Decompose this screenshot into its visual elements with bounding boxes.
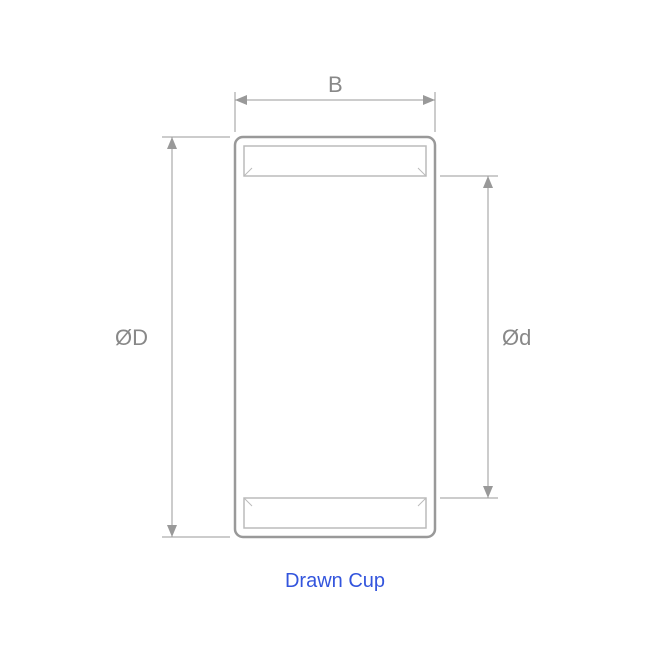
inner-bottom-rect <box>244 498 426 528</box>
diagram-container: B ØD Ød Drawn Cup <box>0 0 670 670</box>
top-inner-notch-left <box>244 168 252 176</box>
outerdia-arrow-top <box>167 137 177 149</box>
width-label: B <box>328 72 343 98</box>
outer-diameter-label: ØD <box>115 325 148 351</box>
width-arrow-right <box>423 95 435 105</box>
innerdia-arrow-top <box>483 176 493 188</box>
outer-cup-rect <box>235 137 435 537</box>
top-inner-notch-right <box>418 168 426 176</box>
bottom-inner-notch-left <box>244 498 252 506</box>
outerdia-arrow-bottom <box>167 525 177 537</box>
bottom-inner-notch-right <box>418 498 426 506</box>
diagram-caption: Drawn Cup <box>285 570 385 593</box>
inner-top-rect <box>244 146 426 176</box>
inner-diameter-label: Ød <box>502 325 531 351</box>
innerdia-arrow-bottom <box>483 486 493 498</box>
width-arrow-left <box>235 95 247 105</box>
